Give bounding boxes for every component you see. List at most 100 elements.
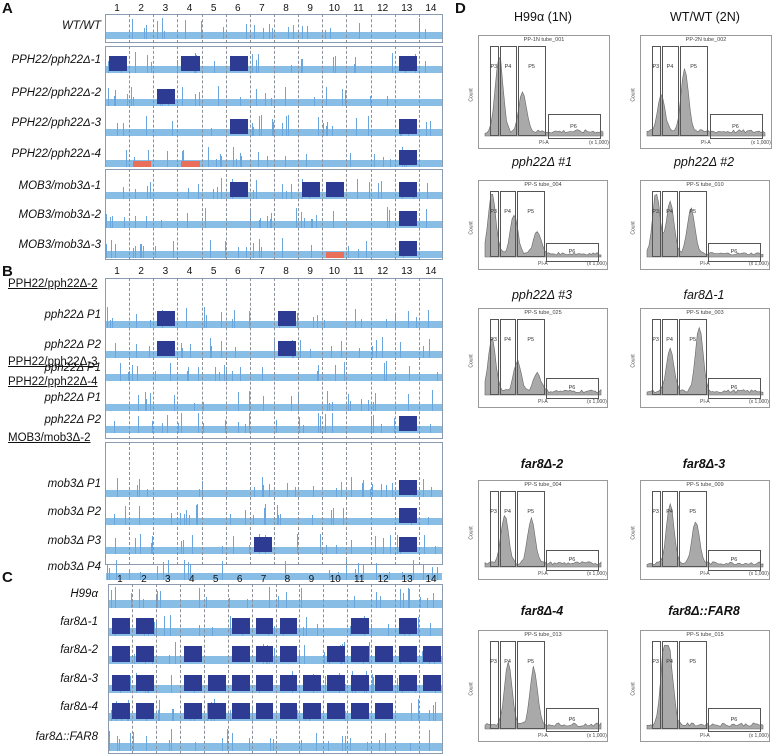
gate-region [679,319,708,395]
coverage-spike [390,159,391,167]
gate-label: P3 [652,659,659,665]
gate-label: P3 [490,659,497,665]
chromosome-number: 12 [377,266,389,277]
coverage-spike [400,589,401,608]
chromosome-separator [153,278,155,439]
coverage-spike [199,489,200,497]
gate-region [546,242,599,262]
x-axis-unit: (x 1,000) [751,140,771,146]
coverage-spike [190,344,191,358]
coverage-spike [389,572,390,580]
chromosome-number: 2 [141,574,147,585]
histogram-curve [484,56,604,137]
gate-region [680,46,709,136]
coverage-spike [182,151,183,167]
coverage-spike [146,216,147,228]
coverage-spike [117,736,118,751]
chromosome-number: 5 [212,574,219,585]
x-axis-unit: (x 1,000) [587,733,607,739]
coverage-spike [199,588,200,608]
histogram-file-name: PP-S tube_004 [524,182,562,188]
coverage-spike [368,400,369,411]
coverage-spike [138,400,139,411]
strain-label: H99α [70,588,98,600]
coverage-spike [198,367,199,381]
coverage-spike [271,213,272,228]
gate-region [651,491,661,567]
chromosome-number: 6 [235,266,241,277]
coverage-spike [359,23,360,39]
gate-region [679,191,708,257]
coverage-spike [182,348,183,358]
coverage-spike [115,244,116,258]
coverage-spike [282,123,283,136]
chromosome-separator [201,442,203,565]
gate-region [489,641,499,729]
panel-label-a: A [2,0,13,17]
coverage-spike [216,159,217,167]
coverage-spike [203,423,204,433]
coverage-spike [274,626,275,636]
coverage-spike [392,53,393,73]
coverage-spike [269,24,270,39]
gate-label: P3 [490,64,498,70]
copy-gain-block [207,675,226,691]
coverage-spike [185,20,186,39]
coverage-spike [140,534,141,554]
coverage-spike [355,309,356,328]
coverage-spike [375,536,376,554]
coverage-spike [232,371,233,381]
coverage-spike [346,560,347,580]
histogram-frame: PP-1N tube_001 P3 P4 P5 P6 PI-A (x 1,000) Count [469,35,610,149]
copy-gain-block [157,89,176,104]
chromosome-separator [418,169,420,260]
coverage-spike [158,710,159,721]
coverage-spike [110,320,111,328]
chromosome-separator [225,278,227,439]
chromosome-number: 5 [210,266,217,277]
copy-gain-block [375,703,394,719]
copy-gain-block [112,618,130,634]
coverage-spike [136,314,137,328]
chromosome-separator [274,169,275,260]
coverage-spike [198,184,199,199]
coverage-spike [225,420,226,433]
coverage-spike [145,401,146,411]
coverage-spike [345,684,346,693]
coverage-spike [221,341,222,358]
copy-gain-block [423,675,441,691]
gate-region [489,491,499,567]
coverage-spike [132,19,133,39]
coverage-spike [256,60,257,73]
coverage-spike [163,562,164,580]
strain-label: mob3Δ P2 [47,506,101,518]
chromosome-number: 1 [114,266,120,277]
copy-gain-block [398,211,417,226]
gate-label: P5 [527,337,535,343]
histogram-plot [646,193,764,258]
chromosome-number: 13 [401,3,413,14]
coverage-spike [330,28,331,39]
copy-gain-block [398,182,417,197]
chromosome-number: 11 [354,574,365,585]
coverage-spike [135,216,136,228]
copy-gain-block [183,646,202,662]
chromosome-separator [394,442,396,565]
histogram-plot [646,502,764,568]
coverage-spike [338,572,339,580]
coverage-spike [423,565,424,580]
coverage-spike [368,116,369,136]
coverage-spike [278,515,279,525]
coverage-spike [378,183,379,199]
gate-label: P4 [504,509,511,515]
histogram-title: far8Δ::FAR8 [668,604,740,618]
gate-region [546,549,599,572]
panel-label-b: B [2,263,13,280]
coverage-spike [422,651,423,664]
coverage-spike [331,510,332,525]
coverage-spike [112,318,113,328]
coverage-spike [253,243,254,258]
coverage-spike [379,740,380,751]
gate-label: P3 [652,509,659,515]
chromosome-number: 4 [188,574,195,585]
